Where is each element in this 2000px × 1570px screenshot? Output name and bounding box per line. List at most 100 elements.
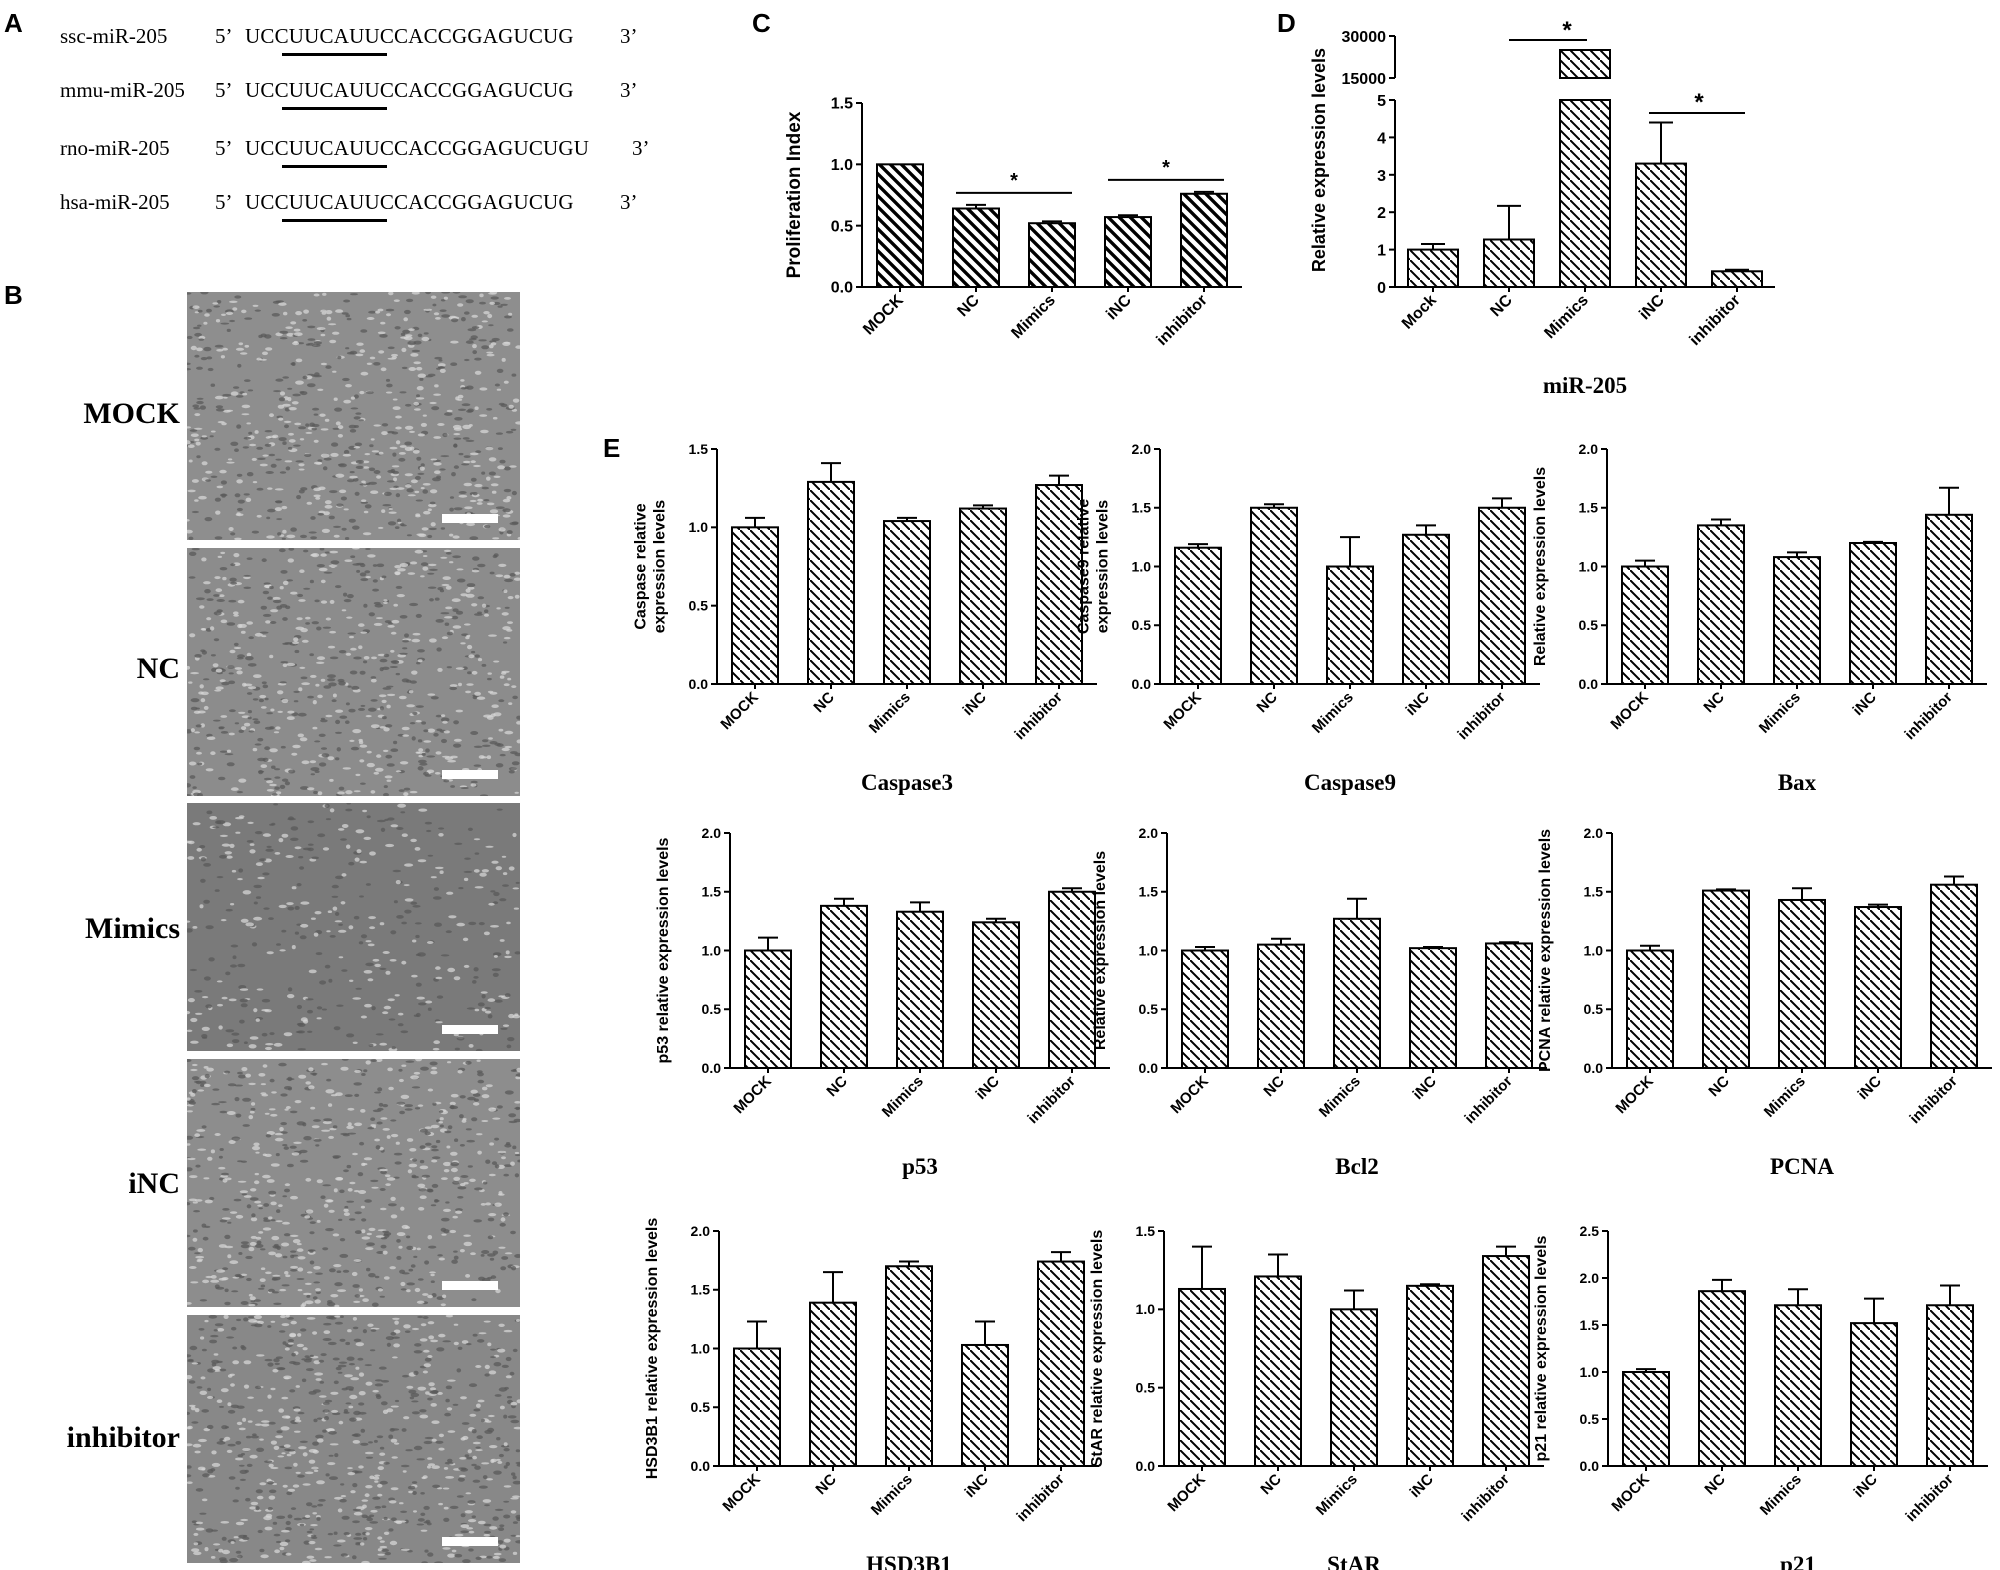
bar — [1254, 1275, 1302, 1468]
x-tick-label: iNC — [960, 689, 990, 719]
micrograph-label: NC — [136, 652, 180, 685]
bar — [1711, 270, 1763, 288]
bar — [1698, 1290, 1746, 1468]
y-tick-label: 1.0 — [831, 157, 853, 174]
species-label: hsa-miR-205 — [60, 190, 170, 214]
significance-mark: * — [1562, 17, 1572, 44]
x-axis-label: Bcl2 — [1335, 1154, 1378, 1179]
species-label: ssc-miR-205 — [60, 24, 168, 48]
y-tick-label: 0.0 — [1132, 676, 1152, 692]
y-tick-label: 4 — [1377, 130, 1386, 147]
y-tick-label: 2.0 — [1139, 825, 1159, 841]
x-tick-label: Mimics — [1313, 1471, 1361, 1519]
x-tick-label: Mock — [1399, 292, 1440, 333]
bar — [807, 480, 855, 685]
x-tick-label: iNC — [1410, 1073, 1440, 1103]
y-axis-label: Caspase9 relative — [1076, 499, 1093, 634]
panel-letter-d: D — [1277, 8, 1296, 38]
y-tick-label: 1.5 — [691, 1282, 711, 1298]
x-tick-label: MOCK — [1608, 1471, 1653, 1516]
y-tick-label: 1.0 — [1580, 1364, 1600, 1380]
panel-letter-e: E — [603, 433, 621, 463]
bar — [1626, 949, 1674, 1069]
bar — [1774, 1304, 1822, 1468]
bar — [820, 904, 868, 1069]
x-tick-label: inhibitor — [1901, 689, 1956, 744]
bar — [733, 1347, 781, 1467]
bar — [1257, 943, 1305, 1069]
bar — [1048, 890, 1096, 1069]
scale-bar — [442, 1537, 498, 1546]
y-tick-label: 1.5 — [1584, 884, 1604, 900]
scale-bar — [442, 1281, 498, 1290]
y-tick-label: 1.0 — [1579, 558, 1599, 574]
y-axis-label: Relative expression levels — [1092, 851, 1109, 1050]
bar — [1778, 898, 1826, 1069]
x-tick-label: iNC — [1103, 291, 1135, 323]
seed-underline — [282, 107, 387, 110]
significance-mark: * — [1162, 157, 1170, 179]
three-prime-label: 3’ — [632, 136, 650, 160]
y-axis-label: p53 relative expression levels — [655, 837, 672, 1063]
micrograph-image — [187, 1059, 520, 1307]
bar — [1181, 949, 1229, 1069]
x-tick-label: Mimics — [1316, 1073, 1364, 1121]
bar — [876, 163, 924, 288]
y-tick-label: 0.5 — [689, 598, 709, 614]
sequence-text: UCCUUCAUUCCACCGGAGUCUG — [245, 190, 574, 214]
x-axis-label: p21 — [1780, 1552, 1816, 1570]
significance-mark: * — [1010, 170, 1018, 192]
y-tick-label: 1.0 — [691, 1340, 711, 1356]
bar — [1037, 1260, 1085, 1468]
x-axis-label: PCNA — [1770, 1154, 1834, 1179]
y-tick-label: 1.5 — [1136, 1223, 1156, 1239]
y-tick-label: 1.0 — [689, 519, 709, 535]
sequence-text: UCCUUCAUUCCACCGGAGUCUG — [245, 78, 574, 102]
y-tick-label: 2.0 — [691, 1223, 711, 1239]
x-tick-label: MOCK — [1164, 1471, 1209, 1516]
y-tick-label: 0.0 — [691, 1458, 711, 1474]
bar — [1104, 216, 1152, 288]
sequence-text: UCCUUCAUUCCACCGGAGUCUGU — [245, 136, 590, 160]
x-tick-label: NC — [954, 291, 983, 320]
y-tick-label: 1.0 — [702, 942, 722, 958]
x-tick-label: Mimics — [1761, 1073, 1809, 1121]
five-prime-label: 5’ — [215, 136, 233, 160]
y-tick-label: 30000 — [1342, 29, 1387, 46]
x-tick-label: Mimics — [1309, 689, 1357, 737]
y-tick-label: 5 — [1377, 93, 1386, 110]
bar — [1559, 99, 1611, 288]
species-label: rno-miR-205 — [60, 136, 170, 160]
y-tick-label: 0.5 — [1579, 617, 1599, 633]
bar — [1622, 1371, 1670, 1467]
seed-underline — [282, 53, 387, 56]
scale-bar — [442, 1025, 498, 1034]
three-prime-label: 3’ — [620, 190, 638, 214]
bar — [1330, 1308, 1378, 1468]
bar — [1635, 162, 1687, 288]
bar — [1478, 506, 1526, 685]
y-axis-label: Proliferation Index — [784, 111, 805, 278]
y-axis-label: p21 relative expression levels — [1533, 1235, 1550, 1461]
five-prime-label: 5’ — [215, 78, 233, 102]
y-tick-label: 2.0 — [1579, 441, 1599, 457]
x-tick-label: MOCK — [1607, 689, 1652, 734]
bar — [896, 910, 944, 1069]
panel-letter-c: C — [752, 8, 771, 38]
x-axis-label: p53 — [902, 1154, 938, 1179]
x-tick-label: NC — [1260, 1073, 1287, 1100]
y-axis-label: Relative expression levels — [1309, 48, 1329, 272]
y-tick-label: 0.5 — [1139, 1001, 1159, 1017]
bar — [1483, 238, 1535, 288]
y-tick-label: 1.5 — [831, 96, 853, 113]
y-tick-label: 3 — [1377, 168, 1386, 185]
y-tick-label: 0 — [1377, 280, 1386, 297]
y-tick-label: 0.0 — [1580, 1458, 1600, 1474]
y-tick-label: 1.0 — [1584, 942, 1604, 958]
x-tick-label: MOCK — [730, 1073, 775, 1118]
bar — [883, 520, 931, 685]
bar — [972, 921, 1020, 1069]
y-tick-label: 0.5 — [1136, 1380, 1156, 1396]
x-tick-label: iNC — [1850, 689, 1880, 719]
